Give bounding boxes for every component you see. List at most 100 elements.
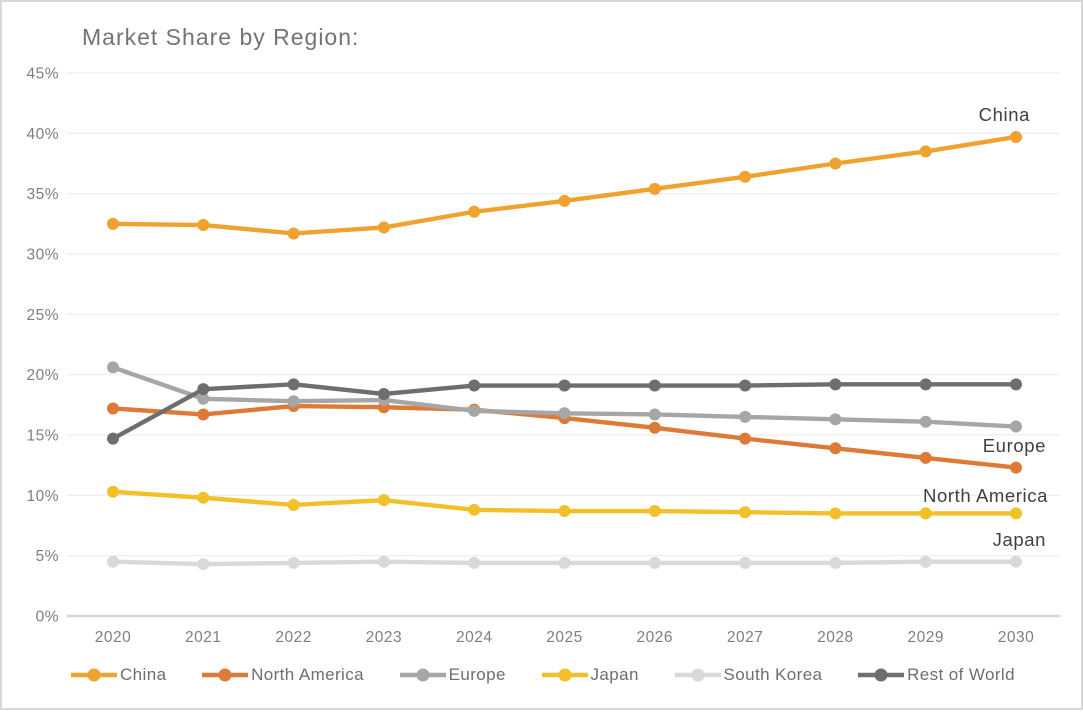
data-point <box>648 505 661 518</box>
y-tick-label: 5% <box>36 548 59 565</box>
data-point <box>919 451 932 464</box>
data-point <box>107 485 119 498</box>
data-point <box>739 432 752 445</box>
legend-marker-icon <box>202 668 249 682</box>
series-line <box>110 134 1019 236</box>
legend-marker-icon <box>858 668 905 682</box>
data-point <box>107 361 119 374</box>
data-point <box>919 145 932 158</box>
legend-marker-dot <box>87 668 101 682</box>
data-point <box>377 555 390 568</box>
data-point <box>107 432 119 445</box>
legend-item-rest-of-world: Rest of World <box>857 665 1015 685</box>
data-point <box>197 219 210 232</box>
data-point <box>197 491 210 504</box>
data-point <box>829 442 842 455</box>
y-tick-label: 20% <box>26 367 59 384</box>
x-tick-label: 2026 <box>637 629 673 646</box>
data-point <box>648 556 661 569</box>
legend-marker-dot <box>874 668 888 682</box>
legend-marker-icon <box>541 668 588 682</box>
data-point <box>468 556 481 569</box>
y-tick-label: 35% <box>26 186 59 203</box>
series-japan <box>107 485 1022 520</box>
x-tick-label: 2028 <box>817 629 853 646</box>
legend-label: Japan <box>590 665 639 684</box>
y-tick-label: 40% <box>26 126 59 143</box>
data-point <box>107 402 119 415</box>
data-point <box>829 556 842 569</box>
data-point <box>107 217 119 230</box>
y-tick-label: 15% <box>26 428 59 445</box>
y-tick-label: 0% <box>36 609 59 626</box>
x-tick-label: 2023 <box>366 629 402 646</box>
data-point <box>919 415 932 428</box>
data-point <box>558 556 571 569</box>
legend-marker-dot <box>558 668 572 682</box>
series-south-korea <box>107 555 1022 571</box>
x-tick-label: 2024 <box>456 629 492 646</box>
data-point <box>1010 378 1022 391</box>
data-point <box>197 392 210 405</box>
data-point <box>1010 461 1022 474</box>
x-tick-label: 2021 <box>185 629 221 646</box>
legend-label: North America <box>251 665 364 684</box>
y-tick-label: 25% <box>26 307 59 324</box>
legend-marker-icon <box>71 668 117 682</box>
data-point <box>739 410 752 423</box>
data-point <box>377 387 390 400</box>
data-point <box>377 221 390 234</box>
data-point <box>739 506 752 519</box>
legend-item-north-america: North America <box>201 665 364 685</box>
data-point <box>558 194 571 207</box>
data-point <box>468 404 481 417</box>
data-point <box>1010 130 1022 143</box>
data-point <box>468 205 481 218</box>
data-point <box>919 507 932 520</box>
series-label-europe: Europe <box>983 435 1046 456</box>
data-point <box>829 413 842 426</box>
legend-marker-dot <box>416 668 430 682</box>
x-tick-label: 2027 <box>727 629 763 646</box>
y-tick-label: 10% <box>26 488 59 505</box>
legend-label: China <box>120 665 167 684</box>
legend-label: South Korea <box>723 665 823 684</box>
series-label-north-america: North America <box>923 485 1048 506</box>
x-tick-label: 2022 <box>275 629 311 646</box>
data-point <box>739 379 752 392</box>
data-point <box>468 503 481 516</box>
data-point <box>287 395 300 408</box>
x-tick-label: 2029 <box>907 629 943 646</box>
data-point <box>829 157 842 170</box>
data-point <box>287 378 300 391</box>
data-point <box>197 383 210 396</box>
data-point <box>558 407 571 420</box>
data-point <box>1010 555 1022 568</box>
legend-item-china: China <box>70 665 166 685</box>
data-point <box>287 227 300 240</box>
x-tick-label: 2020 <box>95 629 131 646</box>
y-tick-label: 30% <box>26 247 59 264</box>
data-point <box>648 408 661 421</box>
data-point <box>558 505 571 518</box>
data-point <box>648 379 661 392</box>
legend-item-south-korea: South Korea <box>674 665 823 685</box>
chart-title: Market Share by Region: <box>82 24 360 50</box>
data-point <box>197 558 210 571</box>
legend-item-europe: Europe <box>399 665 506 685</box>
data-point <box>919 555 932 568</box>
data-point <box>739 170 752 183</box>
legend-marker-icon <box>399 668 446 682</box>
series-label-china: China <box>979 104 1030 125</box>
data-point <box>1010 507 1022 520</box>
legend-marker-dot <box>218 668 232 682</box>
series-china <box>107 130 1022 240</box>
data-point <box>197 408 210 421</box>
series-label-japan: Japan <box>993 529 1046 550</box>
data-point <box>107 555 119 568</box>
x-tick-label: 2025 <box>546 629 582 646</box>
legend-item-japan: Japan <box>541 665 639 685</box>
data-point <box>558 379 571 392</box>
